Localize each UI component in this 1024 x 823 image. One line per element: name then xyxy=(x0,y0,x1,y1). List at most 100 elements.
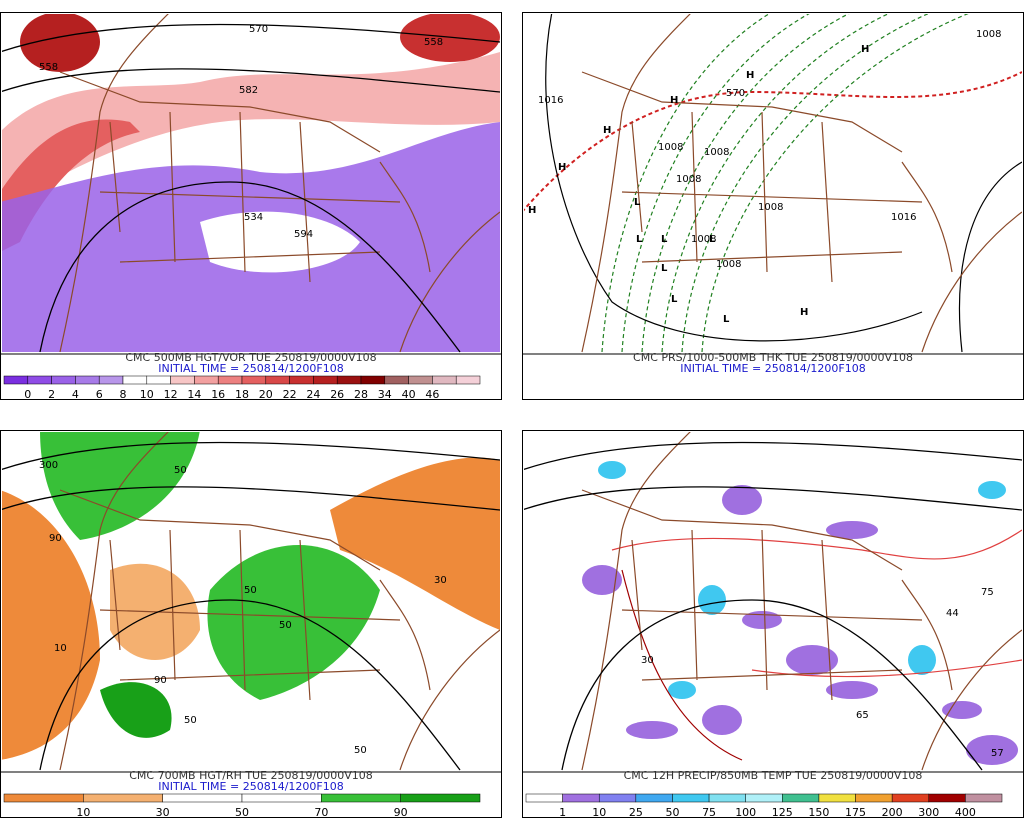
vort-band xyxy=(2,119,140,251)
colorbar-label: 200 xyxy=(882,806,903,819)
coast xyxy=(581,14,1022,353)
map-label: L xyxy=(709,234,716,245)
colorbar-swatch xyxy=(965,793,1003,803)
vort-core xyxy=(400,14,500,62)
colorbar-swatch xyxy=(928,793,966,803)
colorbar-label: 6 xyxy=(96,388,103,401)
map-label: 57 xyxy=(991,748,1004,759)
map-label: 50 xyxy=(244,585,257,596)
colorbar-label: 18 xyxy=(235,388,249,401)
precip xyxy=(722,485,762,515)
map-label: 1008 xyxy=(704,147,729,158)
colorbar-label: 20 xyxy=(259,388,273,401)
map-label: 1008 xyxy=(758,202,783,213)
colorbar-swatch xyxy=(432,375,457,385)
precip xyxy=(786,645,838,675)
map-label: 1016 xyxy=(891,212,916,223)
colorbar-label: 22 xyxy=(283,388,297,401)
map-label: 300 xyxy=(39,460,58,471)
map-label: H xyxy=(861,44,869,55)
colorbar-label: 4 xyxy=(72,388,79,401)
map-label: 50 xyxy=(279,620,292,631)
colorbar-swatch xyxy=(170,375,195,385)
panel: 1008 1016 1008 1008 1008 1008 570 1016 1008 1008 H… xyxy=(522,12,1024,400)
colorbar-swatch xyxy=(891,793,930,803)
thk-line xyxy=(524,71,1022,212)
colorbar-swatch xyxy=(745,793,783,803)
temp-line xyxy=(621,569,743,761)
colorbar-swatch xyxy=(384,375,409,385)
colorbar-label: 30 xyxy=(156,806,170,819)
colorbar-swatch xyxy=(360,375,386,385)
height-contour xyxy=(2,441,500,771)
precip xyxy=(966,735,1018,765)
map xyxy=(524,14,1022,353)
thk-line xyxy=(701,14,969,353)
precip xyxy=(668,681,696,699)
map-label: 90 xyxy=(49,533,62,544)
precip xyxy=(598,461,626,479)
colorbar-swatch xyxy=(818,793,856,803)
map-label: 50 xyxy=(184,715,197,726)
colorbar-label: 12 xyxy=(164,388,178,401)
temp-line xyxy=(751,659,1022,678)
precip xyxy=(702,705,742,735)
colorbar-label: 10 xyxy=(140,388,154,401)
borders xyxy=(581,489,953,701)
temp-line xyxy=(611,529,1022,560)
colorbar-swatch xyxy=(455,375,481,385)
colorbar-label: 14 xyxy=(187,388,201,401)
colorbar-swatch xyxy=(598,793,637,803)
map-label: 10 xyxy=(54,643,67,654)
panel-frame xyxy=(522,12,1024,400)
caption: CMC 12H PRECIP/850MB TEMP TUE 250819/000… xyxy=(624,769,923,782)
colorbar-swatch xyxy=(400,793,481,803)
map-label: 594 xyxy=(294,229,313,240)
panel: 300 50 90 50 10 50 90 50 30 50 CMC 700MB HGT/RH TU… xyxy=(0,430,502,819)
colorbar-swatch xyxy=(122,375,148,385)
colorbar-swatch xyxy=(98,375,124,385)
colorbar-label: 75 xyxy=(702,806,716,819)
map-label: L xyxy=(661,234,668,245)
colorbar-label: 25 xyxy=(629,806,643,819)
colorbar-label: 26 xyxy=(330,388,344,401)
colorbar-label: 70 xyxy=(314,806,328,819)
map-label: 558 xyxy=(39,62,58,73)
colorbar-swatch xyxy=(525,793,563,803)
borders xyxy=(59,489,431,701)
coast xyxy=(59,14,500,353)
colorbar-label: 16 xyxy=(211,388,225,401)
colorbar-label: 90 xyxy=(394,806,408,819)
initial-time: INITIAL TIME = 250814/1200F108 xyxy=(158,362,343,375)
thk-line xyxy=(641,14,850,353)
colorbar-swatch xyxy=(313,375,338,385)
map xyxy=(524,432,1022,771)
map-label: H xyxy=(746,70,754,81)
precip xyxy=(698,585,726,615)
map-label: 570 xyxy=(726,88,745,99)
map-label: 50 xyxy=(174,465,187,476)
map-label: 30 xyxy=(641,655,654,666)
colorbar-label: 150 xyxy=(808,806,829,819)
map-label: 1008 xyxy=(691,234,716,245)
colorbar-label: 100 xyxy=(735,806,756,819)
colorbar-swatch xyxy=(289,375,314,385)
map-label: 30 xyxy=(434,575,447,586)
map-label: H xyxy=(528,205,536,216)
coast xyxy=(59,432,500,771)
precip xyxy=(908,645,936,675)
colorbar-swatch xyxy=(217,375,243,385)
colorbar-label: 50 xyxy=(235,806,249,819)
precip xyxy=(942,701,982,719)
map-label: 65 xyxy=(856,710,869,721)
colorbar-label: 125 xyxy=(772,806,793,819)
map-label: 75 xyxy=(981,587,994,598)
colorbar-swatch xyxy=(782,793,820,803)
colorbar-swatch xyxy=(241,375,267,385)
thk-line xyxy=(681,14,930,353)
colorbar-label: 400 xyxy=(955,806,976,819)
colorbar-label: 34 xyxy=(378,388,392,401)
colorbar-swatch xyxy=(635,793,673,803)
thk-line xyxy=(601,14,771,353)
colorbar-swatch xyxy=(162,793,243,803)
